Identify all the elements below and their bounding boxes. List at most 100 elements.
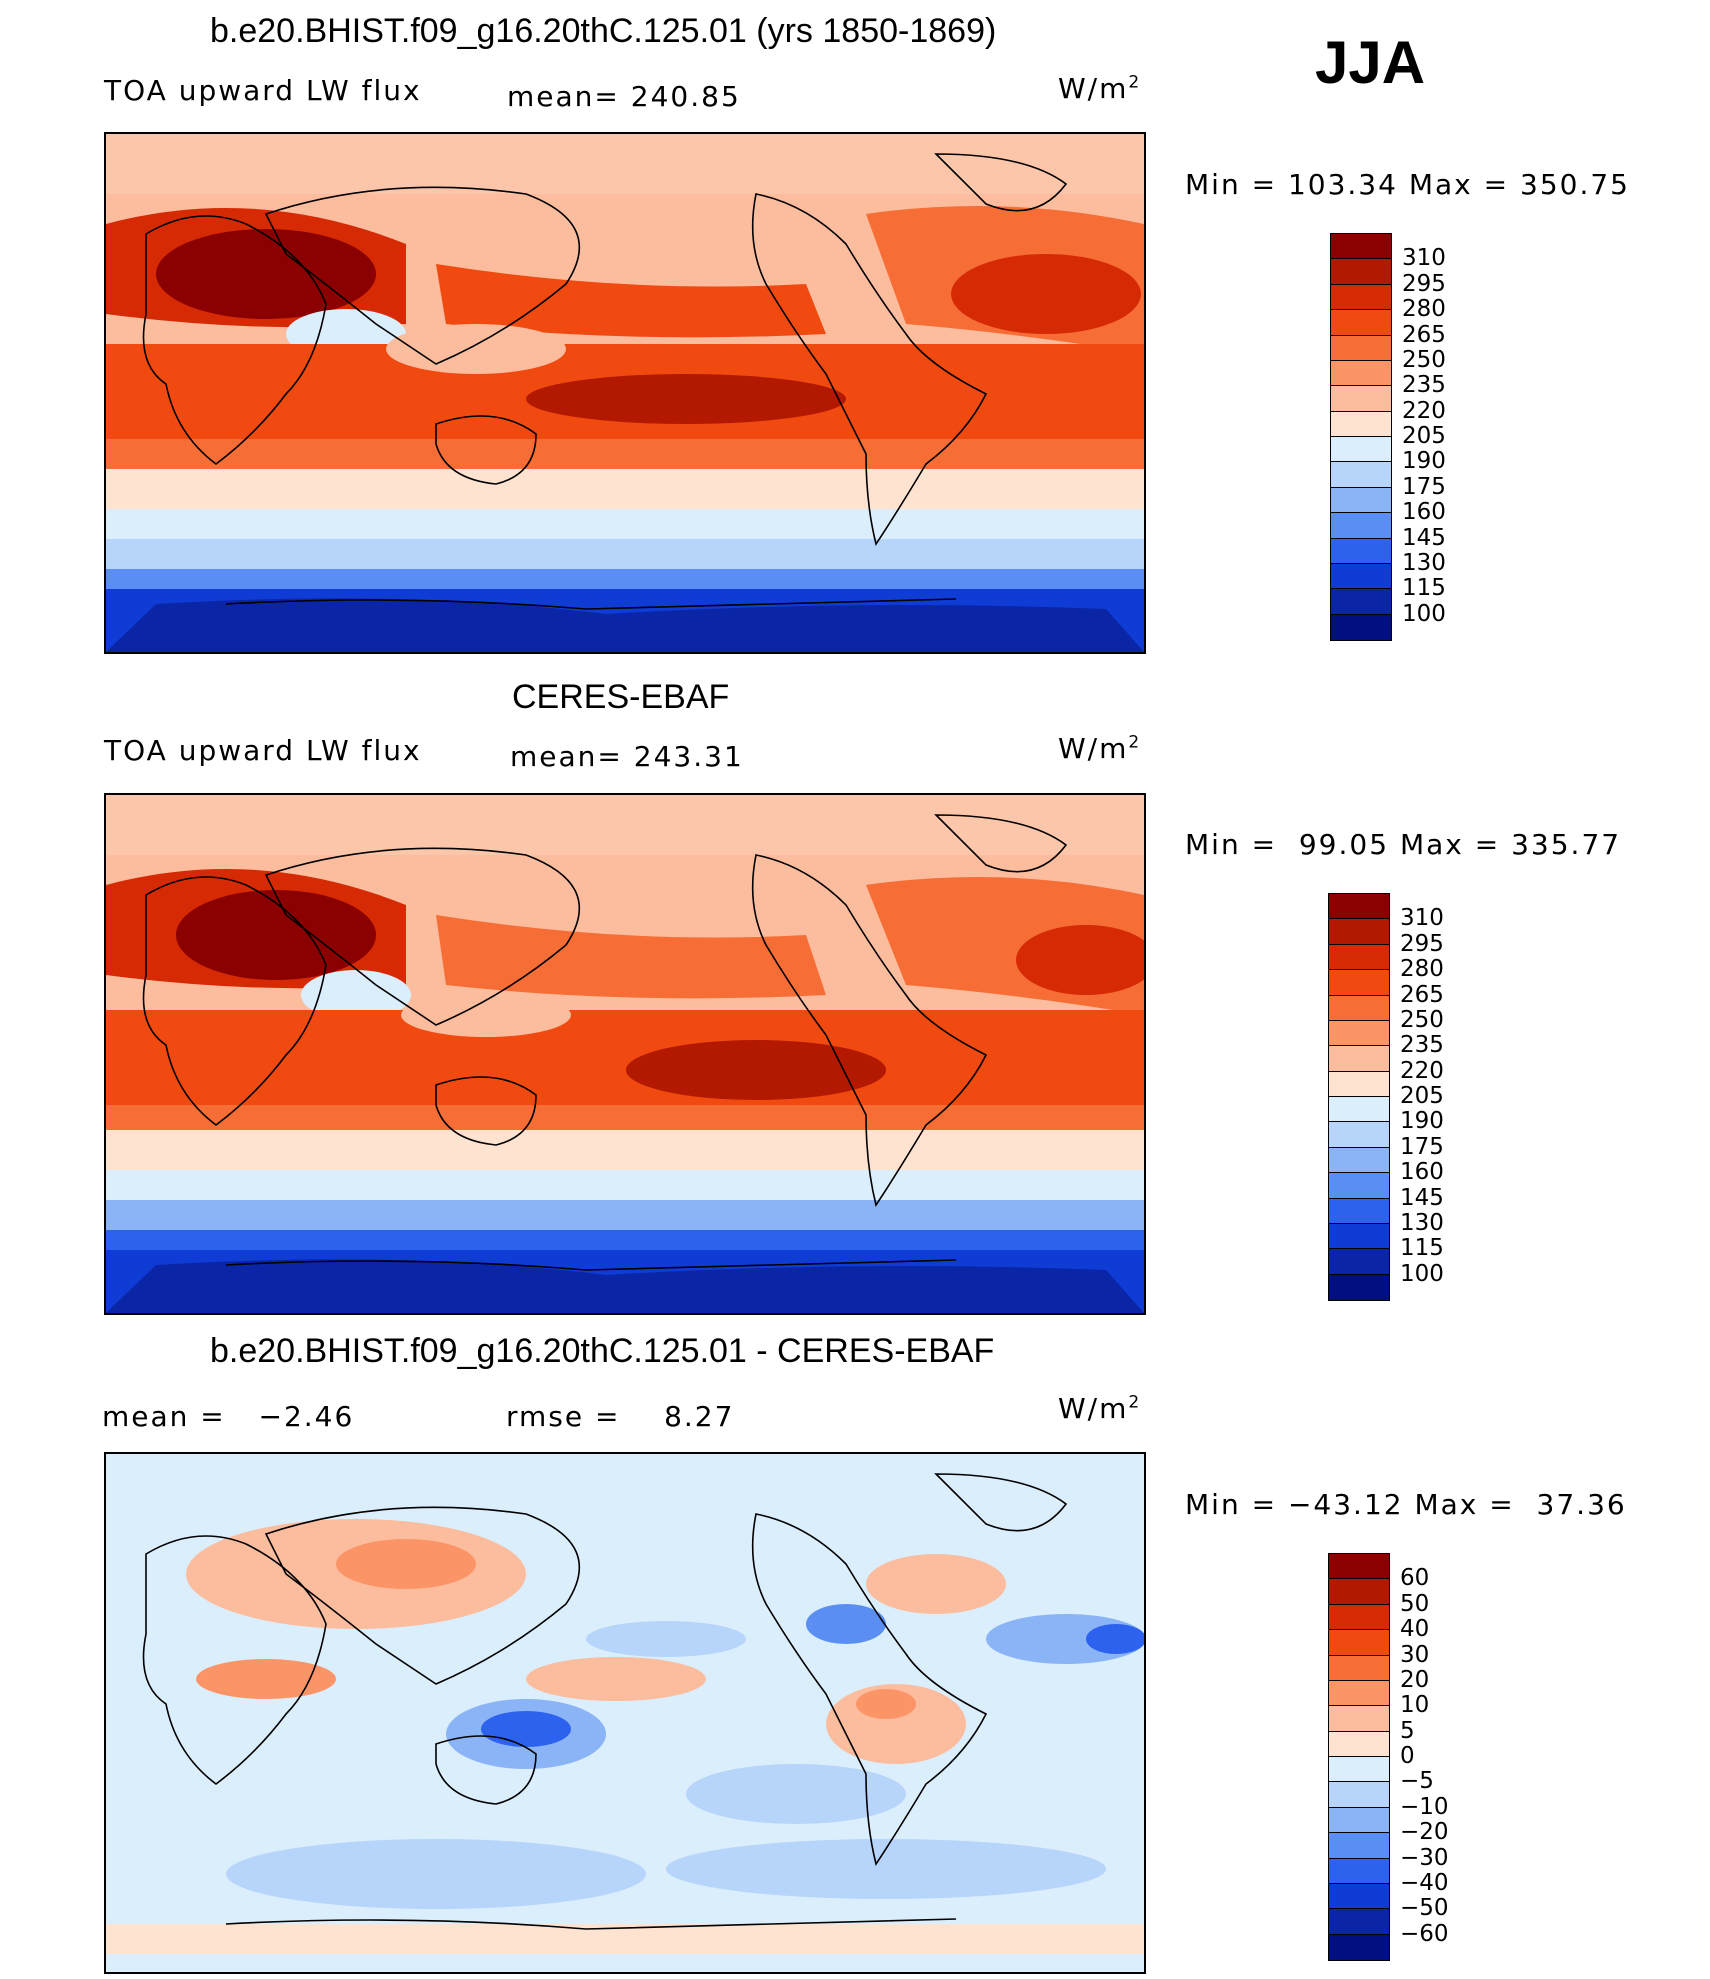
colorbar-tick-label: 175 [1400,1133,1444,1160]
colorbar-swatch [1329,1807,1389,1834]
colorbar-tick-label: 190 [1400,1108,1444,1135]
colorbar-tick-label: 115 [1402,575,1446,602]
colorbar-tick-label: 30 [1400,1641,1430,1668]
colorbar-tick-label: 265 [1402,321,1446,348]
panel-1-colorbar [1330,233,1392,641]
colorbar-swatch [1329,1579,1389,1605]
colorbar-swatch [1331,234,1391,260]
colorbar-swatch [1329,1097,1389,1123]
colorbar-tick-label: 250 [1402,346,1446,373]
panel-2-title: CERES-EBAF [512,678,730,716]
colorbar-swatch [1329,1147,1389,1174]
colorbar-swatch [1329,919,1389,945]
colorbar-swatch [1331,437,1391,463]
panel-3-colorbar [1328,1553,1390,1961]
colorbar-swatch [1331,589,1391,615]
colorbar-swatch [1329,1883,1389,1910]
colorbar-swatch [1329,1071,1389,1097]
colorbar-tick-label: −10 [1400,1793,1449,1820]
colorbar-tick-label: 205 [1400,1083,1444,1109]
colorbar-swatch [1331,614,1391,640]
colorbar-swatch [1329,1655,1389,1681]
panel-2-map [104,793,1146,1315]
colorbar-swatch [1331,310,1391,336]
panel-3-field [106,1454,1144,1972]
colorbar-swatch [1331,284,1391,311]
colorbar-swatch [1329,1249,1389,1275]
colorbar-tick-label: 0 [1400,1743,1415,1769]
panel-3-rmse: rmse = 8.27 [506,1400,735,1433]
panel-2-minmax: Min = 99.05 Max = 335.77 [1185,828,1622,861]
colorbar-swatch [1329,1630,1389,1656]
panel-2-mean: mean= 243.31 [510,740,744,773]
colorbar-swatch [1329,1198,1389,1224]
colorbar-swatch [1329,1706,1389,1732]
colorbar-tick-label: 145 [1400,1184,1444,1211]
panel-1-minmax: Min = 103.34 Max = 350.75 [1185,168,1630,201]
colorbar-tick-label: 280 [1402,296,1446,323]
colorbar-tick-label: 145 [1402,524,1446,551]
colorbar-swatch [1331,411,1391,437]
colorbar-tick-label: 10 [1400,1692,1430,1719]
colorbar-swatch [1331,513,1391,539]
colorbar-tick-label: −60 [1400,1920,1449,1947]
panel-3-units: W/m2 [1058,1392,1142,1425]
colorbar-swatch [1329,1046,1389,1072]
colorbar-swatch [1329,1858,1389,1884]
panel-1-title: b.e20.BHIST.f09_g16.20thC.125.01 (yrs 18… [210,12,997,50]
colorbar-tick-label: 250 [1400,1006,1444,1033]
colorbar-swatch [1329,894,1389,920]
panel-2-variable: TOA upward LW flux [104,734,422,767]
colorbar-tick-label: 20 [1400,1666,1430,1693]
colorbar-swatch [1329,1122,1389,1148]
colorbar-tick-label: 310 [1402,245,1446,272]
colorbar-swatch [1329,970,1389,996]
colorbar-tick-label: 100 [1400,1260,1444,1287]
colorbar-swatch [1329,1173,1389,1199]
colorbar-tick-label: 115 [1400,1235,1444,1262]
colorbar-swatch [1331,487,1391,514]
colorbar-tick-label: 265 [1400,981,1444,1008]
colorbar-tick-label: 205 [1402,423,1446,449]
colorbar-tick-label: 280 [1400,956,1444,983]
colorbar-swatch [1329,1680,1389,1707]
colorbar-tick-label: 235 [1402,372,1446,399]
colorbar-swatch [1331,386,1391,412]
colorbar-tick-label: 130 [1400,1209,1444,1236]
colorbar-tick-label: −20 [1400,1819,1449,1846]
panel-2-colorbar [1328,893,1390,1301]
colorbar-tick-label: 60 [1400,1565,1430,1592]
panel-1-mean: mean= 240.85 [507,80,741,113]
colorbar-swatch [1329,1223,1389,1250]
colorbar-tick-label: 130 [1402,549,1446,576]
colorbar-tick-label: −30 [1400,1844,1449,1871]
colorbar-tick-label: −5 [1400,1768,1434,1795]
colorbar-swatch [1329,1909,1389,1935]
colorbar-tick-label: −40 [1400,1869,1449,1896]
colorbar-tick-label: 295 [1402,270,1446,297]
colorbar-swatch [1329,1604,1389,1631]
panel-2-field [106,795,1144,1313]
panel-1-units: W/m2 [1058,72,1142,105]
colorbar-tick-label: 40 [1400,1616,1430,1643]
colorbar-tick-label: 295 [1400,930,1444,957]
colorbar-tick-label: 50 [1400,1590,1430,1617]
colorbar-swatch [1329,1833,1389,1859]
colorbar-swatch [1329,1554,1389,1580]
panel-1-map [104,132,1146,654]
colorbar-tick-label: 175 [1402,473,1446,500]
colorbar-tick-label: −50 [1400,1895,1449,1922]
colorbar-tick-label: 160 [1402,499,1446,526]
colorbar-tick-label: 100 [1402,600,1446,627]
colorbar-tick-label: 235 [1400,1032,1444,1059]
colorbar-swatch [1329,1731,1389,1757]
colorbar-swatch [1331,563,1391,590]
colorbar-tick-label: 310 [1400,905,1444,932]
season-label: JJA [1315,29,1426,96]
panel-3-map [104,1452,1146,1974]
colorbar-swatch [1329,995,1389,1021]
colorbar-tick-label: 220 [1402,397,1446,424]
colorbar-swatch [1329,1757,1389,1783]
colorbar-tick-label: 5 [1400,1717,1415,1744]
panel-1-variable: TOA upward LW flux [104,74,422,107]
